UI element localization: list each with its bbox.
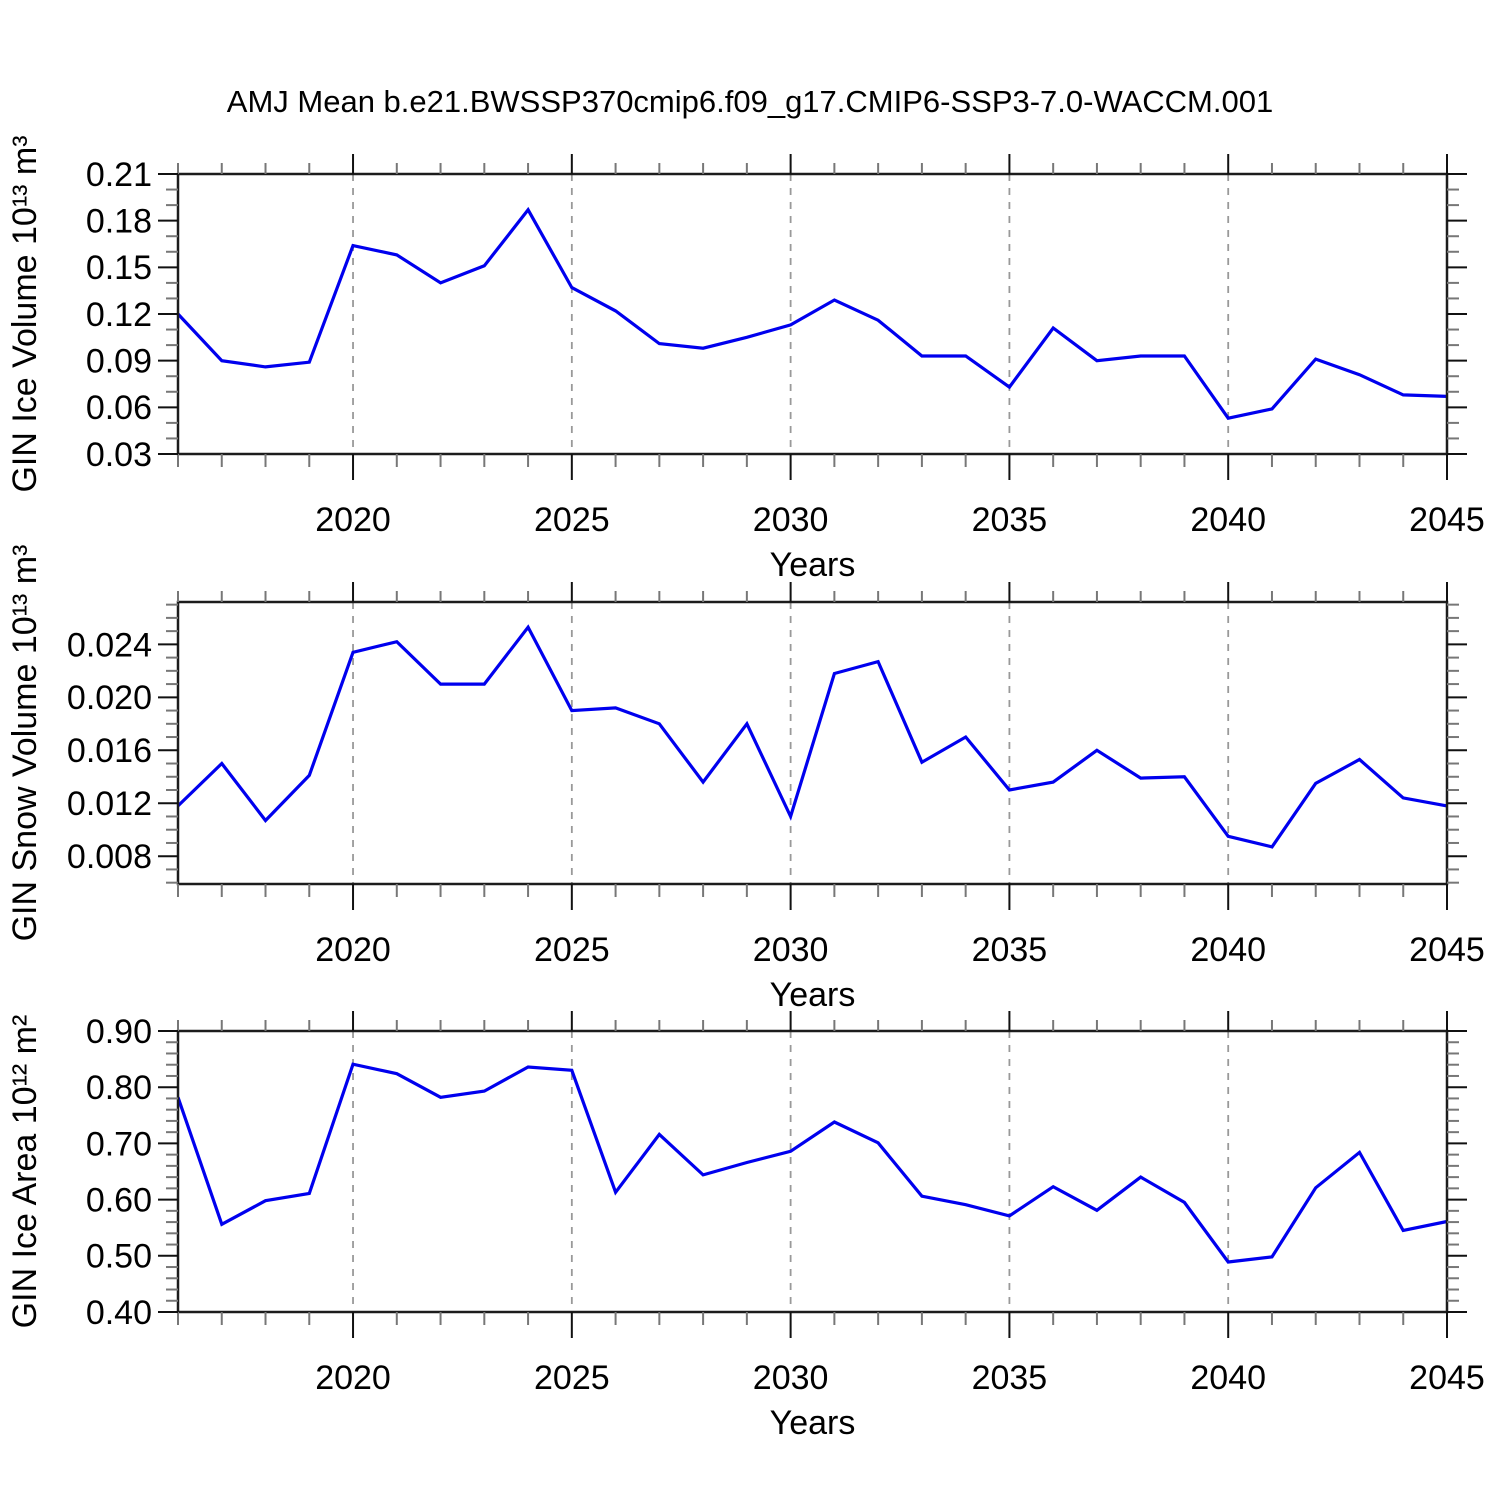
x-tick-label: 2025 bbox=[534, 931, 610, 969]
x-tick-label: 2035 bbox=[972, 501, 1048, 539]
x-tick-label: 2025 bbox=[534, 1359, 610, 1397]
x-tick-label: 2020 bbox=[315, 1359, 391, 1397]
panel-gin-ice-volume: 0.03 0.06 0.09 0.12 0.15 0.18 0.21 2020 2025 2030… bbox=[6, 135, 1485, 583]
y-tick-label: 0.50 bbox=[86, 1238, 152, 1276]
y-axis-label: GIN Snow Volume 10¹³ m³ bbox=[6, 545, 44, 942]
x-tick-label: 2030 bbox=[753, 501, 829, 539]
y-tick-label: 0.18 bbox=[86, 203, 152, 241]
plot-border bbox=[176, 600, 1449, 886]
y-tick-label: 0.008 bbox=[67, 838, 152, 876]
panel-gin-snow-volume: 0.008 0.012 0.016 0.020 0.024 2020 2025 2030 203… bbox=[6, 545, 1485, 1014]
x-axis-label: Years bbox=[770, 976, 856, 1014]
x-tick-label: 2040 bbox=[1190, 501, 1266, 539]
x-tick-label: 2045 bbox=[1409, 501, 1485, 539]
x-tick-label: 2025 bbox=[534, 501, 610, 539]
y-tick-label: 0.21 bbox=[86, 156, 152, 194]
y-axis-label: GIN Ice Area 10¹² m² bbox=[6, 1015, 44, 1329]
y-tick-label: 0.03 bbox=[86, 436, 152, 474]
x-tick-label: 2045 bbox=[1409, 1359, 1485, 1397]
plot-border bbox=[176, 1029, 1449, 1314]
x-axis-label: Years bbox=[770, 1404, 856, 1442]
x-tick-label: 2020 bbox=[315, 501, 391, 539]
y-tick-label: 0.016 bbox=[67, 732, 152, 770]
y-tick-label: 0.40 bbox=[86, 1294, 152, 1332]
x-tick-label: 2040 bbox=[1190, 931, 1266, 969]
y-tick-label: 0.15 bbox=[86, 249, 152, 287]
x-tick-label: 2030 bbox=[753, 1359, 829, 1397]
y-tick-label: 0.60 bbox=[86, 1182, 152, 1220]
y-tick-label: 0.80 bbox=[86, 1069, 152, 1107]
data-line bbox=[176, 206, 1448, 420]
y-tick-label: 0.024 bbox=[67, 626, 152, 664]
y-tick-label: 0.06 bbox=[86, 389, 152, 427]
x-tick-label: 2045 bbox=[1409, 931, 1485, 969]
y-tick-label: 0.12 bbox=[86, 296, 152, 334]
x-tick-label: 2035 bbox=[972, 1359, 1048, 1397]
x-tick-label: 2030 bbox=[753, 931, 829, 969]
y-tick-label: 0.020 bbox=[67, 679, 152, 717]
panel-gin-ice-area: 0.40 0.50 0.60 0.70 0.80 0.90 2020 2025 2030 2035… bbox=[6, 1011, 1485, 1442]
x-tick-label: 2035 bbox=[972, 931, 1048, 969]
x-tick-label: 2020 bbox=[315, 931, 391, 969]
data-line bbox=[176, 624, 1448, 849]
data-line bbox=[176, 1062, 1448, 1264]
x-axis-label: Years bbox=[770, 546, 856, 584]
y-axis-label: GIN Ice Volume 10¹³ m³ bbox=[6, 135, 44, 492]
y-tick-label: 0.012 bbox=[67, 785, 152, 823]
y-tick-label: 0.70 bbox=[86, 1125, 152, 1163]
chart-title: AMJ Mean b.e21.BWSSP370cmip6.f09_g17.CMI… bbox=[226, 84, 1274, 119]
x-tick-label: 2040 bbox=[1190, 1359, 1266, 1397]
y-tick-label: 0.90 bbox=[86, 1013, 152, 1051]
y-tick-label: 0.09 bbox=[86, 343, 152, 381]
